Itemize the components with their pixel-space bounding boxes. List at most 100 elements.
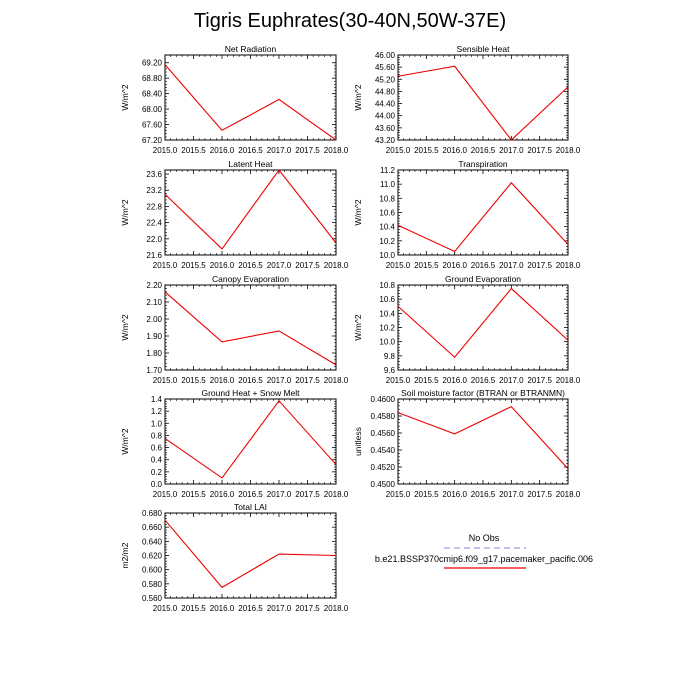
plot-frame <box>397 284 569 371</box>
y-tick-label: 0.620 <box>142 552 163 561</box>
x-tick-label: 2016.5 <box>238 376 263 385</box>
x-tick-label: 2015.0 <box>153 604 178 613</box>
panel-1: Net Radiation 2015.0 2015.5 2016.0 2016.5 201… <box>120 44 349 155</box>
x-tick-label: 2015.5 <box>414 490 439 499</box>
plot-frame <box>164 284 337 371</box>
series-line <box>164 399 337 479</box>
y-tick-label: 0.8 <box>151 431 163 440</box>
x-tick-label: 2016.5 <box>471 490 496 499</box>
y-tick-label: 11.2 <box>380 166 396 175</box>
y-tick-label: 0.4580 <box>371 412 396 421</box>
panel-title: Total LAI <box>234 502 267 512</box>
x-tick-label: 2016.5 <box>238 604 263 613</box>
panel-8: Soil moisture factor (BTRAN or BTRANMN) 2… <box>353 388 581 499</box>
x-tick-label: 2018.0 <box>556 490 581 499</box>
y-tick-label: 68.00 <box>142 105 163 114</box>
y-tick-label: 10.6 <box>379 295 395 304</box>
y-tick-label: 68.80 <box>142 74 163 83</box>
y-tick-label: 10.0 <box>379 338 395 347</box>
series-line <box>164 291 337 366</box>
series-line <box>397 181 569 253</box>
x-tick-label: 2016.0 <box>442 261 467 270</box>
x-tick-label: 2015.5 <box>414 261 439 270</box>
y-tick-label: 0.600 <box>142 566 163 575</box>
y-tick-label: 2.00 <box>146 315 162 324</box>
y-tick-label: 44.80 <box>375 87 396 96</box>
y-tick-label: 1.90 <box>146 332 162 341</box>
y-tick-label: 10.8 <box>379 281 395 290</box>
y-tick-label: 10.2 <box>379 324 395 333</box>
y-tick-label: 1.80 <box>146 349 162 358</box>
x-tick-label: 2017.0 <box>499 376 524 385</box>
y-tick-label: 10.0 <box>379 251 395 260</box>
panel-title: Ground Evaporation <box>445 274 521 284</box>
y-axis-label: W/m^2 <box>120 84 130 110</box>
x-tick-label: 2015.0 <box>386 146 411 155</box>
series-line <box>397 287 569 359</box>
panel-title: Ground Heat + Snow Melt <box>201 388 300 398</box>
y-tick-label: 23.2 <box>146 186 162 195</box>
x-tick-label: 2015.0 <box>386 261 411 270</box>
y-axis-label: unitless <box>353 427 363 456</box>
x-tick-label: 2017.5 <box>295 490 320 499</box>
x-tick-label: 2016.5 <box>238 261 263 270</box>
x-tick-label: 2015.5 <box>181 261 206 270</box>
x-tick-label: 2015.0 <box>153 376 178 385</box>
y-tick-label: 0.6 <box>151 444 163 453</box>
x-tick-label: 2016.0 <box>210 490 235 499</box>
y-axis-label: W/m^2 <box>353 314 363 340</box>
y-tick-label: 1.4 <box>151 395 163 404</box>
y-tick-label: 67.20 <box>142 136 163 145</box>
x-tick-label: 2016.5 <box>471 376 496 385</box>
y-axis-label: W/m^2 <box>120 428 130 454</box>
panel-3: Latent Heat 2015.0 2015.5 2016.0 2016.5 2017.… <box>120 159 349 270</box>
y-axis-label: m2/m2 <box>120 542 130 568</box>
x-tick-label: 2017.0 <box>267 146 292 155</box>
y-tick-label: 10.4 <box>379 309 395 318</box>
series-line <box>164 169 337 250</box>
legend-label-model-run: b.e21.BSSP370cmip6.f09_g17.pacemaker_pac… <box>375 554 593 564</box>
x-tick-label: 2016.0 <box>442 376 467 385</box>
y-tick-label: 0.580 <box>142 580 163 589</box>
y-axis-label: W/m^2 <box>353 199 363 225</box>
panel-6: Ground Evaporation 2015.0 2015.5 2016.0 2016… <box>353 274 581 385</box>
x-tick-label: 2016.0 <box>210 376 235 385</box>
panel-title: Sensible Heat <box>457 44 511 54</box>
x-tick-label: 2017.0 <box>499 490 524 499</box>
y-tick-label: 1.2 <box>151 407 163 416</box>
x-tick-label: 2017.0 <box>267 376 292 385</box>
x-tick-label: 2017.0 <box>267 490 292 499</box>
plot-frame <box>164 54 337 141</box>
y-tick-label: 0.660 <box>142 523 163 532</box>
x-tick-label: 2017.0 <box>267 604 292 613</box>
y-axis-label: W/m^2 <box>353 84 363 110</box>
x-tick-label: 2015.0 <box>153 146 178 155</box>
panel-title: Net Radiation <box>225 44 277 54</box>
y-tick-label: 0.680 <box>142 509 163 518</box>
legend-label-no-obs: No Obs <box>469 533 500 543</box>
plot-frame <box>397 54 569 141</box>
y-tick-label: 10.4 <box>379 223 395 232</box>
legend: No Obs b.e21.BSSP370cmip6.f09_g17.pacemak… <box>375 533 593 569</box>
y-tick-label: 43.60 <box>375 124 396 133</box>
y-tick-label: 0.4500 <box>371 480 396 489</box>
y-tick-label: 9.6 <box>384 366 396 375</box>
y-tick-label: 22.0 <box>146 235 162 244</box>
plot-frame <box>164 398 337 485</box>
y-tick-label: 10.2 <box>379 237 395 246</box>
series-line <box>397 405 569 470</box>
y-tick-label: 21.6 <box>146 251 162 260</box>
x-tick-label: 2017.5 <box>295 376 320 385</box>
panel-title: Canopy Evaporation <box>212 274 289 284</box>
series-line <box>397 65 569 141</box>
panel-title: Transpiration <box>458 159 508 169</box>
x-tick-label: 2016.0 <box>210 604 235 613</box>
plot-frame <box>397 169 569 256</box>
x-tick-label: 2016.0 <box>210 146 235 155</box>
x-tick-label: 2017.0 <box>267 261 292 270</box>
plot-frame <box>164 169 337 256</box>
x-tick-label: 2016.5 <box>238 490 263 499</box>
y-tick-label: 67.60 <box>142 121 163 130</box>
x-tick-label: 2015.5 <box>181 376 206 385</box>
